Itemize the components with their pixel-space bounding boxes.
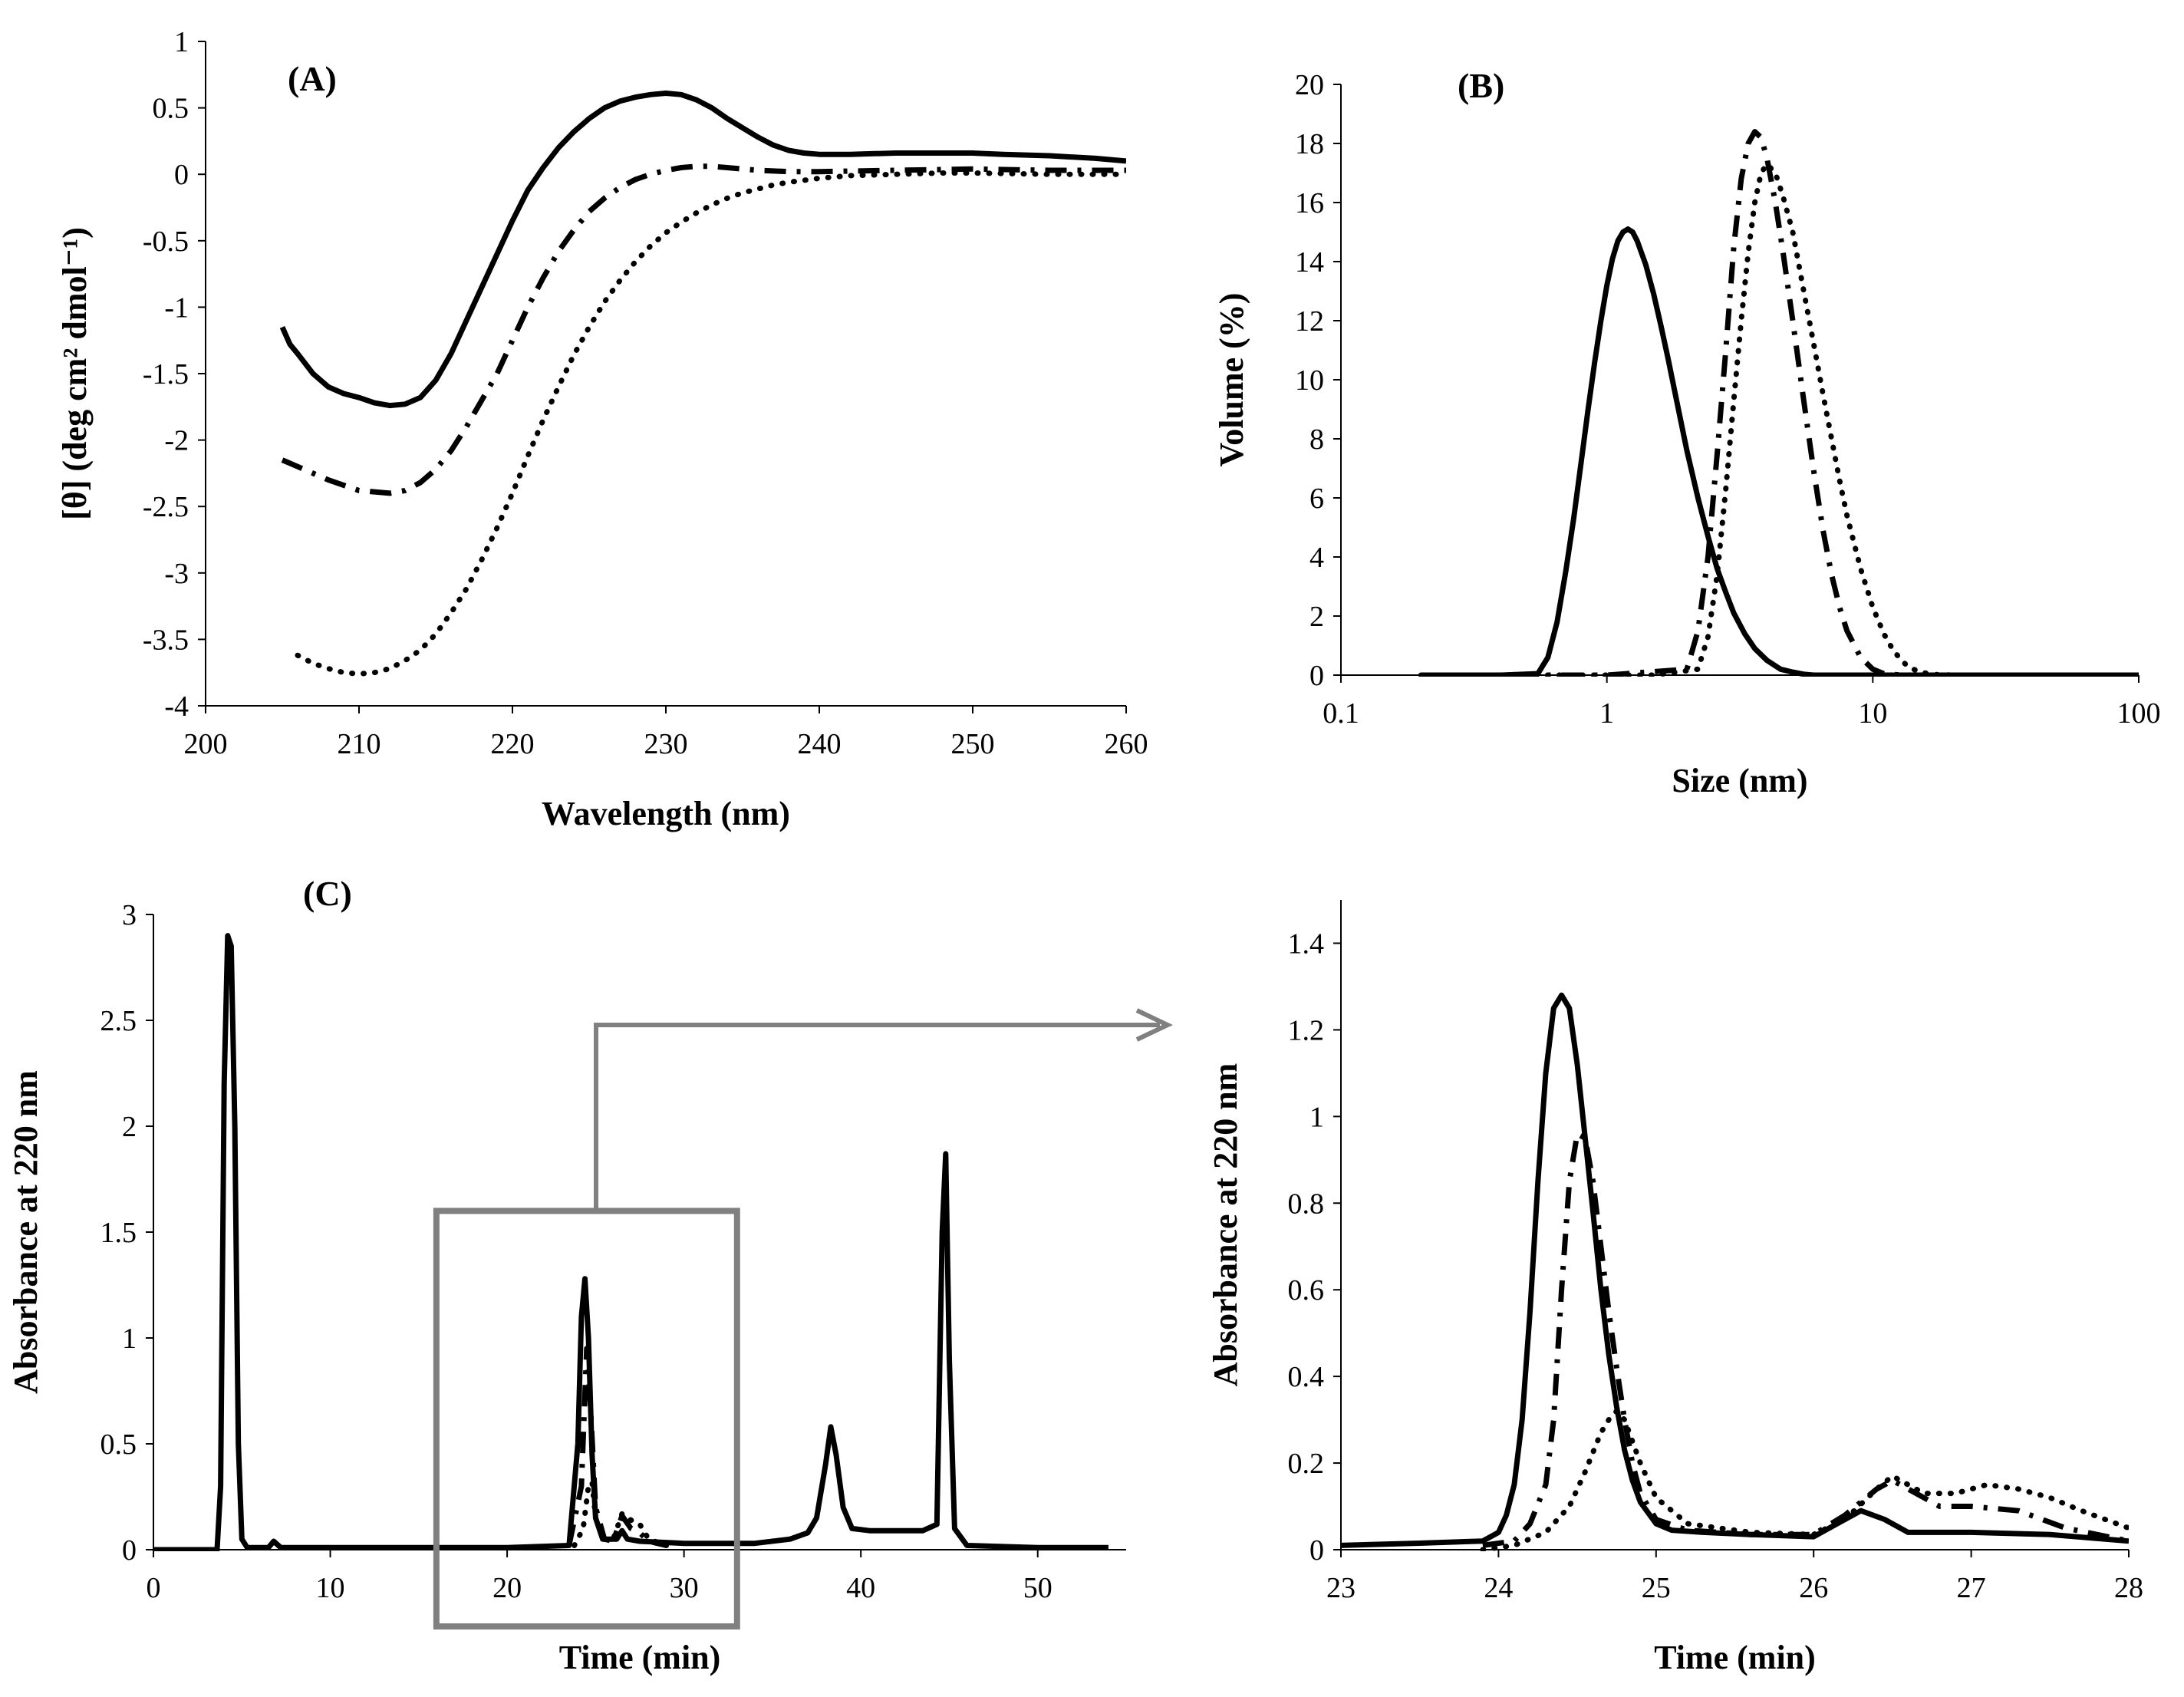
panel-label: (A): [288, 59, 337, 98]
y-tick-label: 18: [1295, 128, 1324, 160]
y-tick-label: -0.5: [143, 226, 189, 258]
y-tick-label: 4: [1309, 542, 1324, 574]
x-tick-label: 10: [316, 1572, 345, 1604]
y-tick-label: 0: [1309, 660, 1324, 692]
x-tick-label: 100: [2117, 697, 2161, 730]
x-tick-label: 24: [1484, 1572, 1513, 1604]
y-tick-label: 0.4: [1288, 1361, 1325, 1393]
series-line-dotted: [572, 1479, 670, 1548]
x-tick-label: 230: [644, 728, 688, 760]
x-tick-label: 0.1: [1323, 697, 1359, 730]
y-tick-label: 10: [1295, 364, 1324, 397]
series-line-solid: [1421, 226, 2139, 677]
x-axis-label: Wavelength (nm): [542, 795, 790, 832]
y-tick-label: 0: [174, 159, 189, 191]
panel-label: (C): [303, 874, 352, 913]
x-axis-label: Size (nm): [1672, 762, 1807, 799]
x-tick-label: 26: [1799, 1572, 1828, 1604]
y-tick-label: 2: [1309, 601, 1324, 633]
x-axis-label: Time (min): [1654, 1639, 1816, 1676]
panel-c-zoom: 0 0.2 0.4 0.6 0.8 1 1.2 1.4 23 24 25 26 27 28 Time (mi…: [1207, 900, 2143, 1676]
x-tick-label: 10: [1858, 697, 1887, 730]
x-tick-label: 220: [491, 728, 535, 760]
y-axis-label: Volume (%): [1213, 293, 1250, 467]
y-axis-label: [θ] (deg cm² dmol⁻¹): [56, 227, 94, 520]
y-tick-label: 3: [122, 899, 137, 931]
y-tick-label: 1: [122, 1323, 137, 1355]
y-tick-label: 8: [1309, 423, 1324, 456]
panel-label: (B): [1458, 66, 1504, 105]
series-line-solid: [1341, 992, 2129, 1548]
x-tick-label: 240: [798, 728, 842, 760]
y-tick-label: 0: [1309, 1534, 1324, 1567]
y-tick-label: 12: [1295, 305, 1324, 338]
x-tick-label: 28: [2114, 1572, 2143, 1604]
y-tick-label: 1.5: [100, 1217, 137, 1249]
x-tick-label: 200: [184, 728, 228, 760]
y-tick-label: -1: [164, 292, 189, 324]
y-tick-label: -2: [164, 425, 189, 457]
series-line-dotted: [295, 170, 1126, 677]
zoom-region-box: [433, 1208, 740, 1629]
panel-b: 0 2 4 6 8 10 12 14 16 18 20 0.1 1 10 100 Size (nm) Volum…: [1213, 66, 2161, 799]
x-tick-label: 210: [338, 728, 381, 760]
series-line-dash-dot: [1421, 129, 1953, 677]
zoom-arrow: [594, 1008, 1173, 1208]
x-tick-label: 20: [492, 1572, 522, 1604]
y-tick-label: 20: [1295, 69, 1324, 101]
x-tick-label: 23: [1326, 1572, 1356, 1604]
y-tick-label: -3: [164, 558, 189, 590]
y-tick-label: 0.5: [100, 1428, 137, 1461]
y-tick-label: 2.5: [100, 1005, 137, 1037]
series-line-dash-dot: [281, 163, 1126, 496]
x-tick-label: 30: [670, 1572, 699, 1604]
y-axis-label: Absorbance at 220 nm: [7, 1070, 44, 1394]
y-tick-label: 0.8: [1288, 1188, 1325, 1220]
x-tick-label: 1: [1599, 697, 1614, 730]
y-tick-label: 1: [174, 26, 189, 58]
y-tick-label: 1.4: [1288, 928, 1325, 960]
y-tick-label: 0.6: [1288, 1274, 1325, 1307]
series-line-dotted: [1480, 1408, 2129, 1551]
y-tick-label: 2: [122, 1111, 137, 1143]
y-tick-label: 14: [1295, 246, 1324, 278]
y-tick-label: 0.2: [1288, 1448, 1325, 1480]
y-tick-label: -2.5: [143, 491, 189, 523]
x-tick-label: 50: [1023, 1572, 1052, 1604]
x-tick-label: 250: [951, 728, 995, 760]
panel-a: 1 0.5 0 -0.5 -1 -1.5 -2 -2.5 -3 -3.5 -4 200 210 220 23…: [56, 26, 1148, 832]
y-tick-label: 0.5: [153, 93, 189, 125]
y-axis-label: Absorbance at 220 nm: [1207, 1063, 1244, 1387]
series-line-dash-dot: [566, 1346, 667, 1548]
y-tick-label: -4: [164, 690, 189, 723]
x-tick-label: 40: [846, 1572, 875, 1604]
series-line-dash-dot: [1482, 1131, 2129, 1548]
x-tick-label: 25: [1642, 1572, 1671, 1604]
series-line-solid: [153, 933, 1108, 1551]
y-tick-label: 0: [122, 1534, 137, 1567]
y-tick-label: -3.5: [143, 624, 189, 656]
y-tick-label: -1.5: [143, 358, 189, 390]
y-tick-label: 1.2: [1288, 1014, 1325, 1046]
y-tick-label: 6: [1309, 483, 1324, 515]
series-line-dotted: [1418, 161, 2003, 677]
x-tick-label: 0: [147, 1572, 161, 1604]
x-axis-label: Time (min): [559, 1639, 721, 1676]
series-line-solid: [279, 91, 1126, 409]
x-tick-label: 260: [1105, 728, 1148, 760]
y-tick-label: 1: [1309, 1101, 1324, 1133]
x-tick-label: 27: [1957, 1572, 1986, 1604]
y-tick-label: 16: [1295, 187, 1324, 219]
